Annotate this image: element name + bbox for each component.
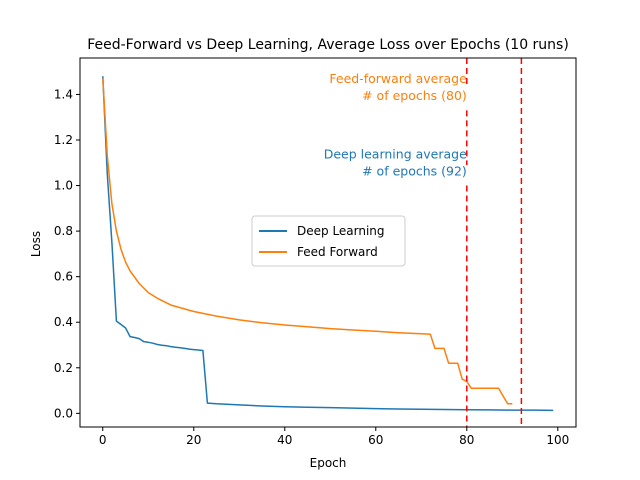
y-axis-label: Loss bbox=[29, 231, 43, 257]
legend: Deep Learning Feed Forward bbox=[251, 215, 406, 267]
y-tick-label-6: 1.2 bbox=[54, 133, 73, 147]
annotation-1-line-1: # of epochs (92) bbox=[362, 163, 467, 178]
series-line-deep-learning bbox=[102, 76, 554, 412]
annotation-0-line-0: Feed-forward average bbox=[329, 71, 467, 86]
legend-label-deep-learning: Deep Learning bbox=[297, 224, 385, 238]
y-tick-label-1: 0.2 bbox=[54, 361, 73, 375]
plot-area: Feed-forward average # of epochs (80) Deep… bbox=[54, 57, 577, 447]
x-tick-label-40: 40 bbox=[277, 433, 292, 447]
legend-label-feed-forward: Feed Forward bbox=[297, 245, 378, 259]
y-tick-label-5: 1.0 bbox=[54, 179, 73, 193]
annotation-1-line-0: Deep learning average bbox=[324, 146, 467, 161]
x-tick-label-80: 80 bbox=[459, 433, 474, 447]
y-tick-label-0: 0.0 bbox=[54, 406, 73, 420]
chart-title: Feed-Forward vs Deep Learning, Average L… bbox=[87, 37, 569, 53]
y-tick-label-4: 0.8 bbox=[54, 224, 73, 238]
x-tick-label-0: 0 bbox=[99, 433, 107, 447]
y-tick-label-2: 0.4 bbox=[54, 315, 73, 329]
x-axis-label: Epoch bbox=[310, 456, 347, 470]
x-tick-label-60: 60 bbox=[368, 433, 383, 447]
y-tick-label-3: 0.6 bbox=[54, 270, 73, 284]
axes-frame bbox=[79, 57, 577, 428]
series-line-feed-forward bbox=[102, 78, 513, 405]
annotation-0: Feed-forward average # of epochs (80) bbox=[329, 71, 467, 103]
annotation-1: Deep learning average # of epochs (92) bbox=[324, 146, 467, 178]
annotation-0-line-1: # of epochs (80) bbox=[362, 88, 467, 103]
y-tick-label-7: 1.4 bbox=[54, 87, 73, 101]
x-tick-label-100: 100 bbox=[546, 433, 569, 447]
legend-box bbox=[251, 215, 406, 267]
x-tick-label-20: 20 bbox=[186, 433, 201, 447]
